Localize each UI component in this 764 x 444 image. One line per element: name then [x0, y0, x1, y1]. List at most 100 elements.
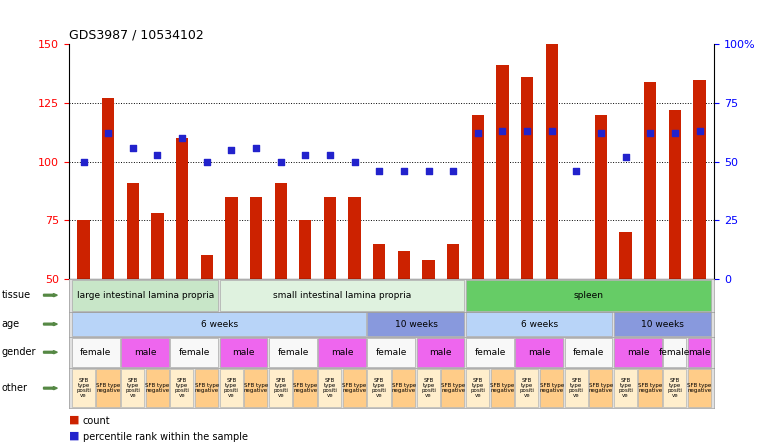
Text: ■: ■: [69, 415, 79, 425]
Point: [471, 130, 484, 137]
Bar: [416, 337, 465, 367]
Bar: [515, 337, 563, 367]
Bar: [348, 197, 361, 279]
Bar: [146, 369, 169, 407]
Bar: [176, 138, 188, 279]
Text: small intestinal lamina propria: small intestinal lamina propria: [274, 291, 411, 300]
Bar: [663, 337, 686, 367]
Point: [274, 158, 286, 165]
Bar: [392, 369, 415, 407]
Bar: [102, 98, 115, 279]
Text: female: female: [376, 348, 407, 357]
Bar: [293, 369, 316, 407]
Bar: [595, 115, 607, 279]
Point: [102, 130, 115, 137]
Bar: [515, 369, 539, 407]
Bar: [274, 182, 286, 279]
Bar: [72, 280, 218, 311]
Bar: [367, 337, 415, 367]
Point: [595, 130, 607, 137]
Text: SFB type
negative: SFB type negative: [490, 383, 515, 393]
Text: other: other: [2, 383, 28, 393]
Bar: [613, 312, 711, 336]
Bar: [250, 197, 262, 279]
Text: 10 weeks: 10 weeks: [641, 320, 684, 329]
Point: [373, 167, 385, 174]
Text: SFB
type
positi
ve: SFB type positi ve: [471, 378, 485, 398]
Bar: [521, 77, 533, 279]
Bar: [466, 369, 489, 407]
Bar: [416, 369, 440, 407]
Text: SFB type
negative: SFB type negative: [539, 383, 564, 393]
Text: SFB
type
positi
ve: SFB type positi ve: [125, 378, 141, 398]
Text: 6 weeks: 6 weeks: [521, 320, 558, 329]
Bar: [170, 337, 218, 367]
Point: [151, 151, 163, 158]
Text: SFB
type
positi
ve: SFB type positi ve: [372, 378, 387, 398]
Point: [201, 158, 213, 165]
Text: SFB
type
positi
ve: SFB type positi ve: [520, 378, 535, 398]
Bar: [663, 369, 686, 407]
Bar: [639, 369, 662, 407]
Bar: [324, 197, 336, 279]
Text: SFB type
negative: SFB type negative: [195, 383, 219, 393]
Point: [299, 151, 312, 158]
Text: SFB type
negative: SFB type negative: [688, 383, 712, 393]
Bar: [269, 337, 316, 367]
Bar: [121, 337, 169, 367]
Bar: [318, 337, 366, 367]
Bar: [447, 244, 459, 279]
Text: count: count: [83, 416, 110, 426]
Text: SFB type
negative: SFB type negative: [441, 383, 465, 393]
Point: [127, 144, 139, 151]
Bar: [151, 213, 163, 279]
Text: female: female: [659, 348, 691, 357]
Text: large intestinal lamina propria: large intestinal lamina propria: [76, 291, 214, 300]
Bar: [398, 251, 410, 279]
Text: SFB type
negative: SFB type negative: [392, 383, 416, 393]
Bar: [490, 369, 513, 407]
Text: SFB
type
positi
ve: SFB type positi ve: [224, 378, 239, 398]
Text: SFB
type
positi
ve: SFB type positi ve: [618, 378, 633, 398]
Bar: [367, 312, 465, 336]
Text: SFB type
negative: SFB type negative: [293, 383, 317, 393]
Bar: [471, 115, 484, 279]
Text: SFB type
negative: SFB type negative: [638, 383, 662, 393]
Point: [77, 158, 89, 165]
Bar: [77, 220, 89, 279]
Point: [447, 167, 459, 174]
Bar: [613, 369, 637, 407]
Bar: [442, 369, 465, 407]
Bar: [373, 244, 385, 279]
Bar: [545, 44, 558, 279]
Bar: [343, 369, 366, 407]
Bar: [219, 369, 243, 407]
Bar: [565, 337, 612, 367]
Bar: [589, 369, 612, 407]
Text: SFB type
negative: SFB type negative: [145, 383, 170, 393]
Point: [521, 127, 533, 135]
Text: SFB
type
positi
ve: SFB type positi ve: [76, 378, 91, 398]
Bar: [170, 369, 193, 407]
Point: [497, 127, 509, 135]
Bar: [244, 369, 267, 407]
Bar: [422, 260, 435, 279]
Text: male: male: [232, 348, 255, 357]
Text: SFB
type
positi
ve: SFB type positi ve: [668, 378, 682, 398]
Bar: [121, 369, 144, 407]
Bar: [688, 337, 711, 367]
Text: tissue: tissue: [2, 290, 31, 300]
Bar: [318, 369, 342, 407]
Point: [324, 151, 336, 158]
Bar: [201, 255, 213, 279]
Text: female: female: [179, 348, 210, 357]
Text: SFB type
negative: SFB type negative: [244, 383, 268, 393]
Bar: [72, 312, 366, 336]
Text: ■: ■: [69, 431, 79, 441]
Point: [176, 135, 188, 142]
Text: male: male: [528, 348, 551, 357]
Text: female: female: [573, 348, 604, 357]
Text: SFB type
negative: SFB type negative: [589, 383, 613, 393]
Text: SFB
type
positi
ve: SFB type positi ve: [421, 378, 436, 398]
Text: male: male: [331, 348, 354, 357]
